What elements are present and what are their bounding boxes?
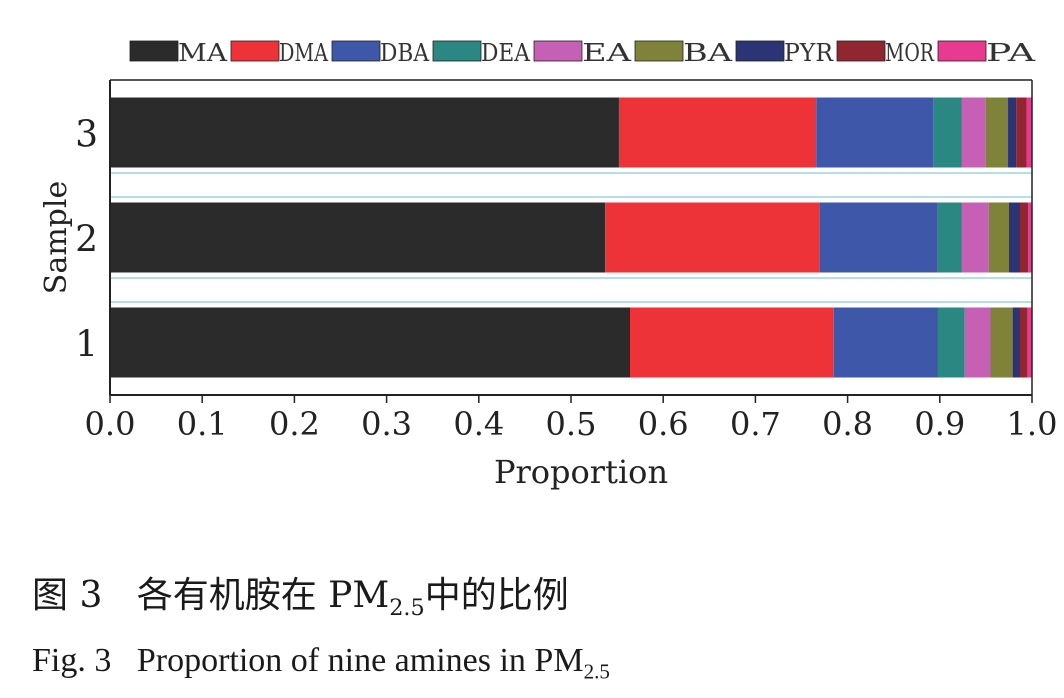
bar-ea-sample-1 bbox=[964, 307, 991, 378]
axes-group: 1 2 3 0.0 0.1 0.2 0.3 0.4 0.5 0.6 0.7 0.8 0.9 1.0 Prop… bbox=[39, 79, 1058, 491]
x-tick-label: 0.8 bbox=[822, 405, 873, 443]
legend-label-mor: MOR bbox=[885, 39, 935, 67]
x-tick-label: 0.3 bbox=[361, 405, 412, 443]
bar-dma-sample-3 bbox=[618, 97, 817, 168]
bar-ba-sample-3 bbox=[985, 97, 1009, 168]
caption-cn-text: 各有机胺在 PM bbox=[136, 575, 390, 616]
bar-pa-sample-1 bbox=[1027, 307, 1032, 378]
legend-label-ea: EA bbox=[582, 39, 632, 67]
bar-pyr-sample-3 bbox=[1008, 97, 1017, 168]
caption-cn-tail: 中的比例 bbox=[424, 575, 569, 616]
figure-caption-cn: 图 3 各有机胺在 PM2.5中的比例 bbox=[32, 566, 569, 621]
bar-pa-sample-2 bbox=[1028, 202, 1032, 273]
bar-mor-sample-2 bbox=[1020, 202, 1029, 273]
bar-dea-sample-3 bbox=[933, 97, 962, 168]
legend-label-pyr: PYR bbox=[784, 39, 834, 67]
legend-swatch-dea bbox=[432, 40, 482, 62]
x-tick-label: 1.0 bbox=[1007, 405, 1058, 443]
bar-pyr-sample-1 bbox=[1012, 307, 1021, 378]
caption-en-label: Fig. 3 bbox=[32, 642, 112, 679]
caption-cn-label: 图 3 bbox=[32, 575, 103, 616]
y-tick-label: 3 bbox=[75, 115, 98, 156]
x-axis-label: Proportion bbox=[494, 453, 668, 491]
legend-swatch-ba bbox=[634, 40, 684, 62]
legend-label-dba: DBA bbox=[380, 39, 430, 67]
bar-dma-sample-2 bbox=[605, 202, 820, 273]
caption-en-subscript: 2.5 bbox=[583, 659, 610, 684]
y-axis-label: Sample bbox=[39, 181, 74, 294]
legend-label-ba: BA bbox=[683, 39, 733, 67]
bar-dea-sample-2 bbox=[937, 202, 962, 273]
x-tick-label: 0.2 bbox=[269, 405, 320, 443]
caption-en-text: Proportion of nine amines in PM bbox=[136, 642, 584, 679]
bars-group bbox=[110, 97, 1032, 378]
x-tick-label: 0.6 bbox=[638, 405, 689, 443]
bar-ba-sample-1 bbox=[990, 307, 1013, 378]
bar-ea-sample-3 bbox=[961, 97, 986, 168]
bar-ma-sample-1 bbox=[110, 307, 631, 378]
figure-caption-en: Fig. 3 Proportion of nine amines in PM2.… bbox=[32, 642, 610, 684]
legend-swatch-pyr bbox=[735, 40, 785, 62]
y-tick-label: 2 bbox=[75, 220, 98, 261]
legend-swatch-ea bbox=[533, 40, 583, 62]
bar-dba-sample-3 bbox=[816, 97, 934, 168]
bar-ea-sample-2 bbox=[961, 202, 989, 273]
bar-dea-sample-1 bbox=[937, 307, 965, 378]
bar-ma-sample-3 bbox=[110, 97, 619, 168]
y-tick-label: 1 bbox=[75, 325, 98, 366]
legend-label-dea: DEA bbox=[481, 39, 531, 67]
legend: MA DMA DBA DEA EA BA PYR MOR PA bbox=[129, 39, 1036, 67]
x-tick-label: 0.0 bbox=[85, 405, 136, 443]
bar-mor-sample-3 bbox=[1016, 97, 1027, 168]
bar-pa-sample-3 bbox=[1026, 97, 1032, 168]
legend-swatch-pa bbox=[937, 40, 987, 62]
x-tick-label: 0.1 bbox=[177, 405, 228, 443]
bar-pyr-sample-2 bbox=[1008, 202, 1021, 273]
chart-canvas: MA DMA DBA DEA EA BA PYR MOR PA 1 2 3 0.0 0.1 0.2 0.3 0… bbox=[39, 39, 1058, 491]
legend-label-dma: DMA bbox=[279, 39, 329, 67]
legend-swatch-dba bbox=[331, 40, 381, 62]
caption-cn-subscript: 2.5 bbox=[389, 594, 425, 621]
bar-dba-sample-2 bbox=[819, 202, 938, 273]
bar-dba-sample-1 bbox=[833, 307, 938, 378]
x-tick-label: 0.4 bbox=[453, 405, 504, 443]
legend-swatch-dma bbox=[230, 40, 280, 62]
bar-dma-sample-1 bbox=[630, 307, 834, 378]
bar-ba-sample-2 bbox=[988, 202, 1009, 273]
bar-mor-sample-1 bbox=[1020, 307, 1028, 378]
legend-swatch-ma bbox=[129, 40, 179, 62]
x-tick-label: 0.5 bbox=[546, 405, 597, 443]
bar-ma-sample-2 bbox=[110, 202, 606, 273]
stacked-bar-chart: MA DMA DBA DEA EA BA PYR MOR PA 1 2 3 0.0 0.1 0.2 0.3 0… bbox=[39, 39, 1058, 491]
legend-label-pa: PA bbox=[986, 39, 1036, 67]
x-tick-label: 0.9 bbox=[914, 405, 965, 443]
legend-swatch-mor bbox=[836, 40, 886, 62]
x-tick-label: 0.7 bbox=[730, 405, 781, 443]
legend-label-ma: MA bbox=[178, 39, 228, 67]
